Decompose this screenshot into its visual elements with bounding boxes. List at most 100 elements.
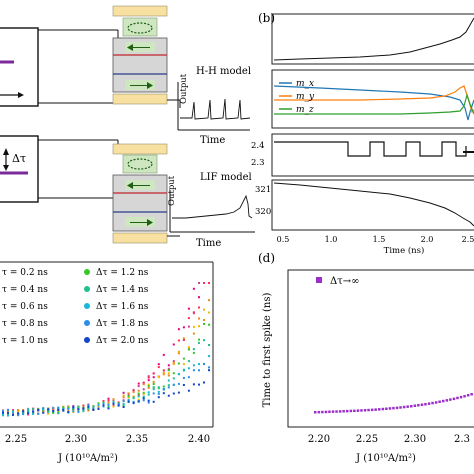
- scatter-point: [27, 413, 30, 416]
- lif-delta-arrow-head-up: [3, 148, 9, 155]
- scatter-point: [87, 407, 90, 410]
- scatter-point: [198, 325, 200, 328]
- scatter-point: [314, 411, 317, 414]
- legend-c-right-2: Δτ = 1.6 ns: [96, 302, 149, 312]
- scatter-point: [52, 410, 55, 413]
- scatter-point: [187, 346, 190, 349]
- hh-model-label: H-H model: [196, 66, 251, 77]
- legend-c-right-0: Δτ = 1.2 ns: [96, 268, 149, 278]
- scatter-point: [182, 326, 185, 329]
- scatter-point: [132, 397, 135, 400]
- scatter-point: [177, 350, 180, 353]
- scatter-point: [112, 404, 115, 407]
- scatter-point: [167, 364, 170, 367]
- b-xtick-2: 1.5: [373, 235, 386, 244]
- scatter-point: [459, 395, 463, 399]
- scatter-point: [42, 411, 45, 414]
- scatter-point: [346, 409, 349, 413]
- legend-c-left-4: τ = 1.0 ns: [2, 336, 48, 346]
- scatter-point: [182, 384, 185, 386]
- scatter-point: [147, 383, 150, 386]
- d-xtick-1: 2.25: [356, 434, 378, 445]
- scatter-point: [2, 411, 4, 414]
- c-xtick-2: 2.35: [126, 434, 148, 445]
- panel-d-legend-label: Δτ→∞: [330, 276, 359, 287]
- panel-d-x-ticks: 2.20 2.25 2.30 2.3: [308, 434, 470, 445]
- scatter-point: [162, 373, 165, 376]
- scatter-point: [203, 319, 205, 321]
- scatter-point: [152, 376, 155, 379]
- scatter-point: [137, 382, 140, 385]
- scatter-point: [172, 361, 175, 364]
- scatter-point: [112, 405, 115, 408]
- scatter-point: [463, 395, 466, 398]
- panel-b-trace-1: [273, 17, 474, 61]
- legend-c-dot-0: [84, 269, 90, 275]
- scatter-point: [97, 406, 100, 409]
- scatter-point: [107, 405, 110, 408]
- scatter-point: [395, 406, 399, 410]
- scatter-point: [442, 399, 445, 403]
- hh-mtj-stack: [112, 5, 168, 105]
- legend-c-left-3: τ = 0.8 ns: [2, 319, 48, 329]
- subplot-4-tick-2: 320: [255, 207, 271, 217]
- b-xtick-3: 2.0: [421, 235, 434, 244]
- panel-b: (b) m_x m_y m_z 2.4 2.3 321 320 0.5 1.: [251, 11, 474, 256]
- scatter-point: [47, 411, 50, 414]
- scatter-point: [353, 409, 356, 413]
- scatter-point: [87, 409, 90, 412]
- legend-c-right-4: Δτ = 2.0 ns: [96, 336, 149, 346]
- scatter-point: [87, 405, 90, 408]
- scatter-point: [198, 383, 200, 386]
- scatter-point: [187, 325, 190, 328]
- scatter-point: [152, 380, 155, 383]
- scatter-point: [52, 411, 55, 414]
- delta-tau-label: Δτ: [12, 152, 26, 165]
- scatter-point: [107, 399, 110, 402]
- scatter-point: [177, 362, 180, 365]
- scatter-point: [198, 363, 200, 366]
- scatter-point: [127, 400, 130, 403]
- scatter-point: [122, 400, 125, 403]
- scatter-point: [147, 386, 150, 389]
- panel-c-scatter: [2, 282, 210, 417]
- scatter-point: [97, 408, 100, 410]
- scatter-point: [388, 407, 392, 410]
- scatter-point: [22, 409, 25, 411]
- scatter-point: [356, 409, 360, 412]
- scatter-point: [385, 407, 388, 410]
- panel-d-label: (d): [258, 251, 275, 265]
- scatter-point: [162, 388, 165, 391]
- panel-d: (d) Time to first spike (ns) Δτ→∞ 2.20 2…: [258, 251, 474, 464]
- scatter-point: [137, 389, 140, 392]
- scatter-point: [167, 372, 170, 375]
- scatter-point: [27, 410, 30, 413]
- scatter-point: [72, 406, 75, 409]
- scatter-point: [342, 410, 345, 413]
- scatter-point: [324, 410, 328, 414]
- scatter-point: [77, 408, 80, 411]
- scatter-point: [92, 405, 95, 408]
- scatter-point: [7, 414, 9, 417]
- panel-b-subplot-4: [271, 179, 474, 231]
- scatter-point: [162, 371, 165, 374]
- scatter-point: [122, 402, 125, 405]
- scatter-point: [152, 388, 155, 391]
- scatter-point: [132, 390, 135, 392]
- scatter-point: [317, 410, 321, 414]
- scatter-point: [27, 412, 30, 415]
- scatter-point: [172, 362, 175, 365]
- scatter-point: [107, 407, 110, 410]
- scatter-point: [82, 410, 85, 413]
- scatter-point: [17, 409, 20, 412]
- scatter-point: [167, 386, 170, 389]
- hh-top-electrode: [112, 5, 168, 17]
- scatter-point: [147, 376, 150, 379]
- scatter-point: [456, 396, 459, 400]
- scatter-point: [203, 363, 205, 366]
- scatter-point: [208, 369, 210, 372]
- lif-output-label: Output: [167, 175, 177, 206]
- b-xtick-0: 0.5: [277, 235, 290, 244]
- scatter-point: [177, 328, 180, 331]
- scatter-point: [127, 392, 130, 395]
